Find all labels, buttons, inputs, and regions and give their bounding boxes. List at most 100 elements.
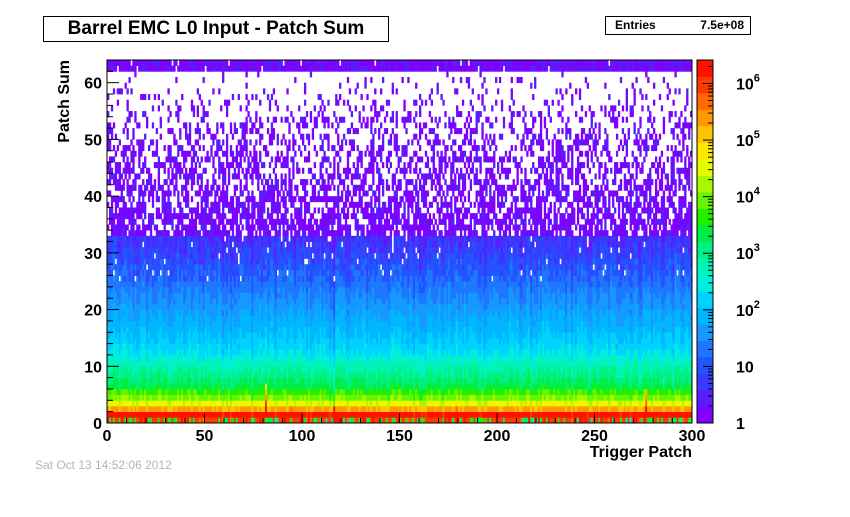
heatmap-cell [274,326,277,333]
heatmap-cell [142,162,145,169]
heatmap-cell [142,377,145,384]
heatmap-cell [208,343,211,350]
heatmap-cell [183,383,186,390]
heatmap-cell [126,298,129,305]
heatmap-cell [118,303,121,310]
heatmap-cell [194,417,198,424]
heatmap-cell [227,388,231,395]
heatmap-cell [204,405,207,412]
heatmap-cell [251,417,254,424]
heatmap-cell [169,201,172,208]
heatmap-cell [151,258,155,265]
heatmap-cell [169,258,172,265]
heatmap-cell [192,105,196,112]
heatmap-cell [302,167,305,174]
heatmap-cell [186,400,190,407]
heatmap-cell [177,167,180,174]
heatmap-cell [216,315,219,322]
heatmap-cell [272,258,276,265]
heatmap-cell [229,252,233,259]
heatmap-cell [251,258,254,265]
heatmap-cell [257,179,260,186]
heatmap-cell [274,354,277,361]
heatmap-cell [192,230,196,237]
heatmap-cell [185,320,188,327]
heatmap-cell [286,150,289,157]
heatmap-cell [294,139,297,146]
heatmap-cell [224,99,227,106]
heatmap-cell [179,309,182,316]
heatmap-cell [278,60,281,67]
heatmap-cell [204,213,207,220]
heatmap-cell [245,82,248,89]
heatmap-cell [237,383,240,390]
heatmap-cell [107,394,110,401]
heatmap-cell [177,320,180,327]
heatmap-cell [227,303,231,310]
heatmap-cell [155,315,159,322]
heatmap-cell [140,139,143,146]
heatmap-cell [185,167,188,174]
heatmap-cell [253,286,256,293]
heatmap-cell [266,303,270,310]
heatmap-cell [218,354,221,361]
heatmap-cell [225,133,229,140]
heatmap-cell [196,111,199,118]
heatmap-cell [290,247,293,254]
heatmap-cell [157,349,160,356]
heatmap-cell [134,343,137,350]
heatmap-cell [251,173,254,180]
heatmap-cell [134,315,137,322]
heatmap-cell [220,167,223,174]
heatmap-cell [247,201,250,208]
heatmap-cell [243,252,246,259]
heatmap-cell [218,303,221,310]
heatmap-cell [183,337,186,344]
heatmap-cell [210,394,213,401]
heatmap-cell [130,377,133,384]
heatmap-cell [134,116,137,123]
heatmap-cell [181,224,184,231]
heatmap-cell [190,354,194,361]
heatmap-cell [204,264,207,271]
heatmap-cell [266,235,270,242]
heatmap-cell [194,354,198,361]
heatmap-cell [167,298,170,305]
heatmap-cell [296,366,299,373]
heatmap-cell [247,269,250,276]
heatmap-cell [255,303,258,310]
heatmap-cell [157,207,160,214]
heatmap-cell [140,264,143,271]
heatmap-cell [274,162,277,169]
heatmap-cell [241,292,244,299]
heatmap-cell [155,371,159,378]
heatmap-cell [218,156,221,163]
heatmap-cell [190,411,194,418]
heatmap-cell [225,320,229,327]
heatmap-cell [175,264,178,271]
heatmap-cell [264,218,268,225]
heatmap-cell [167,411,170,418]
heatmap-cell [138,349,141,356]
heatmap-cell [183,298,186,305]
heatmap-cell [231,133,235,140]
heatmap-cell [284,230,287,237]
heatmap-cell [210,184,213,191]
heatmap-cell [216,388,219,395]
heatmap-cell [108,252,112,259]
heatmap-cell [140,275,143,282]
heatmap-cell [263,286,266,293]
heatmap-cell [292,309,295,316]
heatmap-cell [165,303,168,310]
heatmap-cell [192,224,196,231]
heatmap-cell [142,218,145,225]
heatmap-cell [229,65,233,72]
heatmap-cell [204,252,207,259]
heatmap-cell [116,275,120,282]
heatmap-cell [144,383,147,390]
heatmap-cell [290,298,293,305]
heatmap-cell [161,247,164,254]
heatmap-cell [188,247,192,254]
heatmap-cell [288,247,291,254]
heatmap-cell [128,349,131,356]
